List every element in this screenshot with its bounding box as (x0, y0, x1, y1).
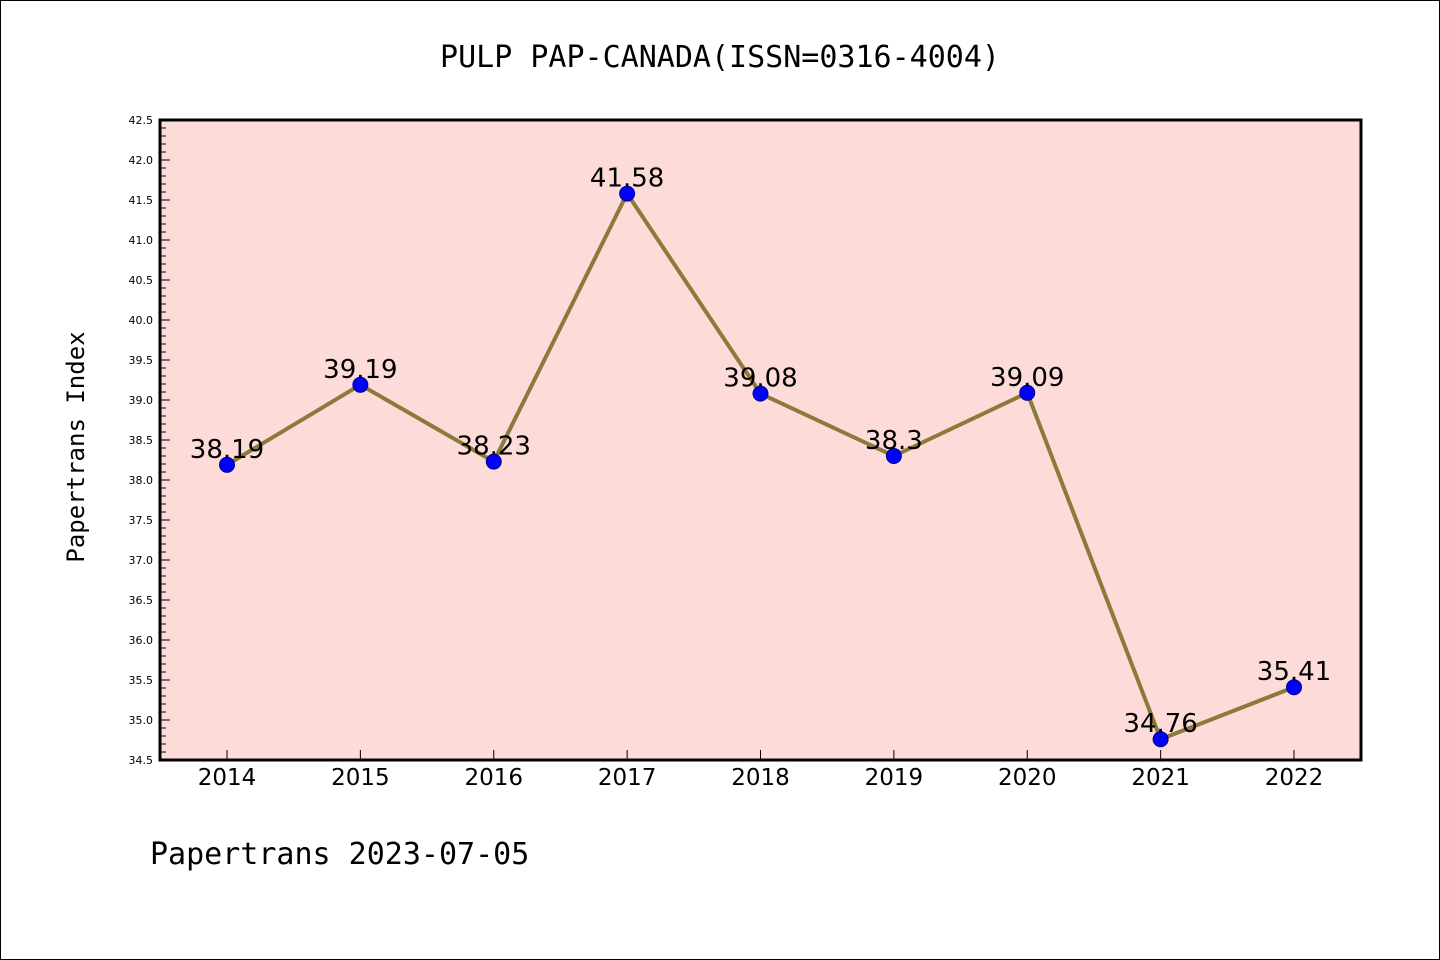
data-label-layer: 38.19 39.19 38.23 41.58 39.08 38.3 39.09 34.76 3… (190, 164, 1331, 740)
y-tick-label: 42.5 (129, 114, 154, 127)
data-label: 39.19 (323, 355, 397, 385)
data-label: 39.09 (990, 363, 1064, 393)
x-tick-label: 2015 (331, 765, 390, 791)
data-label: 41.58 (590, 164, 664, 194)
x-tick-label: 2022 (1265, 765, 1324, 791)
y-tick-label: 38.5 (129, 434, 154, 447)
data-point (352, 376, 369, 393)
data-label: 38.3 (865, 426, 923, 456)
footer-text: Papertrans 2023-07-05 (150, 837, 529, 872)
y-tick-label: 37.0 (129, 554, 154, 567)
y-tick-label: 36.5 (129, 594, 154, 607)
y-tick-label: 41.5 (129, 194, 154, 207)
y-tick-label: 42.0 (129, 154, 154, 167)
y-tick-label: 39.0 (129, 394, 154, 407)
data-label: 35.41 (1257, 657, 1331, 687)
y-tick-label: 34.5 (129, 754, 154, 767)
x-tick-label: 2020 (998, 765, 1057, 791)
data-point (752, 385, 769, 402)
data-label: 38.23 (457, 432, 531, 462)
y-tick-label: 40.5 (129, 274, 154, 287)
data-point (619, 185, 636, 202)
y-tick-label: 41.0 (129, 234, 154, 247)
data-point (885, 448, 902, 464)
y-tick-label: 36.0 (129, 634, 154, 647)
y-tick-label: 39.5 (129, 354, 154, 367)
y-tick-label: 40.0 (129, 314, 154, 327)
x-tick-label: 2014 (198, 765, 257, 791)
data-point (1286, 679, 1302, 696)
x-tick-label: 2017 (598, 765, 657, 791)
x-tick-label: 2018 (731, 765, 790, 791)
plot-area (160, 120, 1361, 760)
x-tick-label: 2016 (464, 765, 523, 791)
plot-border (158, 118, 1363, 762)
data-label: 39.08 (723, 364, 797, 394)
chart-title: PULP PAP-CANADA(ISSN=0316-4004) (440, 40, 1000, 75)
y-axis: 34.5 35.0 35.5 36.0 36.5 37.0 37.5 38.0 38.5 39.0… (129, 114, 170, 767)
data-label: 34.76 (1123, 709, 1197, 739)
data-point (219, 456, 235, 473)
y-tick-label: 37.5 (129, 514, 154, 527)
data-point (1152, 731, 1169, 748)
y-tick-label: 35.5 (129, 674, 154, 687)
y-tick-label: 38.0 (129, 474, 154, 487)
x-tick-label: 2021 (1131, 765, 1190, 791)
x-tick-label: 2019 (865, 765, 924, 791)
data-point (485, 453, 502, 470)
y-axis-label: Papertrans Index (62, 331, 90, 562)
marker-layer (219, 185, 1302, 748)
y-tick-label: 35.0 (129, 714, 154, 727)
data-point (1019, 384, 1036, 401)
x-axis: 2014 2015 2016 2017 2018 2019 2020 2021 2022 (198, 750, 1324, 791)
data-label: 38.19 (190, 435, 264, 465)
